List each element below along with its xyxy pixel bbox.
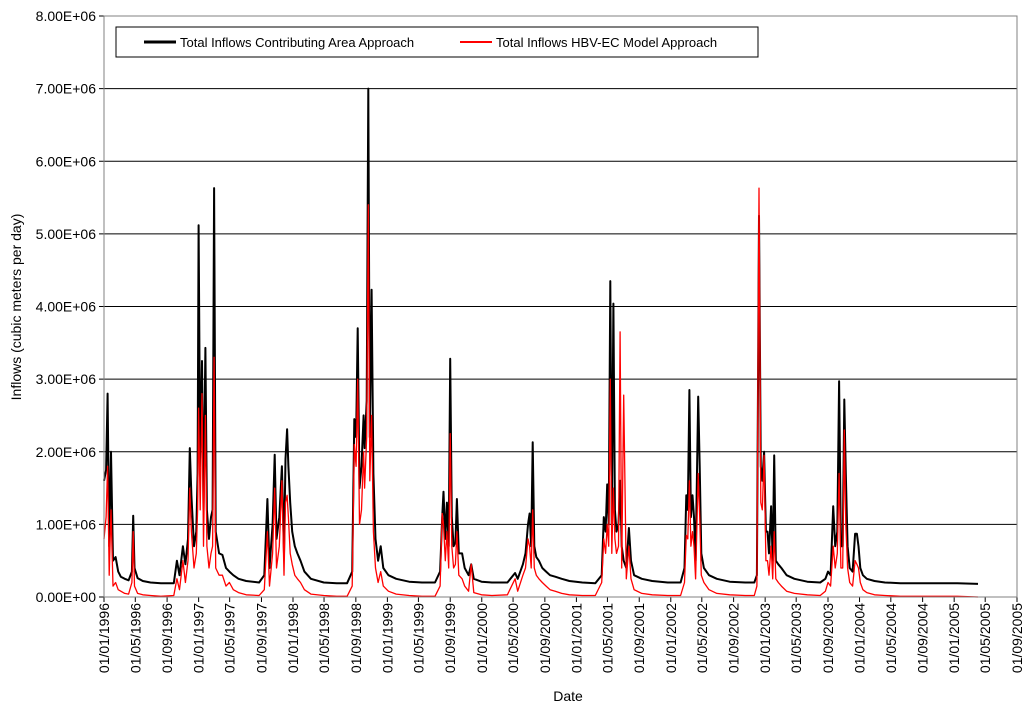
y-tick-label: 1.00E+06 [36,516,97,532]
y-tick-label: 0.00E+00 [36,589,97,605]
x-tick-label: 01/01/2001 [568,603,584,673]
x-tick-label: 01/09/1998 [348,603,364,673]
legend-label-hbv-ec: Total Inflows HBV-EC Model Approach [496,35,717,50]
x-tick-label: 01/01/1997 [191,603,207,673]
y-tick-label: 5.00E+06 [36,226,97,242]
legend-label-contributing-area: Total Inflows Contributing Area Approach [180,35,414,50]
plot-area-border [103,15,1018,598]
x-tick-label: 01/01/1999 [379,603,395,673]
x-tick-label: 01/09/2003 [820,603,836,673]
x-tick-label: 01/09/2004 [915,603,931,673]
x-tick-label: 01/01/2003 [757,603,773,673]
x-tick-label: 01/05/2005 [977,603,993,673]
series-line-contributing-area [103,87,979,585]
series-line-hbv-ec [103,187,979,598]
x-tick-label: 01/09/2005 [1009,603,1024,673]
x-tick-label: 01/09/2000 [537,603,553,673]
y-tick-label: 2.00E+06 [36,444,97,460]
x-tick-label: 01/05/1999 [410,603,426,673]
x-tick-label: 01/05/1996 [127,603,143,673]
y-tick-label: 3.00E+06 [36,371,97,387]
y-axis-ticks: 0.00E+00 1.00E+06 2.00E+06 3.00E+06 4.00E+06… [36,8,104,605]
x-tick-label: 01/05/2002 [694,603,710,673]
x-tick-label: 01/05/2001 [599,603,615,673]
x-tick-label: 01/05/2000 [505,603,521,673]
x-tick-label: 01/01/2004 [852,603,868,673]
x-tick-label: 01/09/1996 [159,603,175,673]
x-axis-title: Date [553,688,583,704]
x-tick-label: 01/09/2002 [726,603,742,673]
x-tick-label: 01/09/1997 [253,603,269,673]
x-tick-label: 01/01/2002 [663,603,679,673]
legend: Total Inflows Contributing Area Approach… [115,26,759,58]
x-tick-label: 01/05/1997 [222,603,238,673]
series-lines [103,87,979,598]
x-tick-label: 01/05/2004 [883,603,899,673]
x-tick-label: 01/01/2000 [474,603,490,673]
y-tick-label: 4.00E+06 [36,299,97,315]
x-tick-label: 01/01/1996 [96,603,112,673]
y-tick-label: 7.00E+06 [36,81,97,97]
x-tick-label: 01/01/2005 [946,603,962,673]
x-tick-label: 01/09/2001 [631,603,647,673]
y-tick-label: 8.00E+06 [36,8,97,24]
gridlines [104,15,1017,598]
y-axis-title: Inflows (cubic meters per day) [8,214,24,401]
y-tick-label: 6.00E+06 [36,153,97,169]
x-tick-label: 01/01/1998 [285,603,301,673]
x-tick-label: 01/09/1999 [442,603,458,673]
x-axis-ticks: 01/01/1996 01/05/1996 01/09/1996 01/01/1997… [96,597,1024,673]
x-tick-label: 01/05/1998 [316,603,332,673]
legend-box [115,26,759,58]
x-tick-label: 01/05/2003 [788,603,804,673]
